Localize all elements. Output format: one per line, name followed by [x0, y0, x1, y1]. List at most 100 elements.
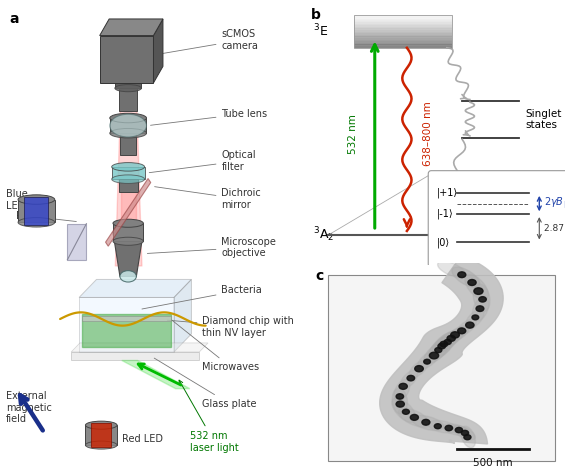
Text: 532 nm: 532 nm [348, 114, 358, 154]
Bar [85, 425, 117, 445]
Ellipse shape [440, 341, 447, 347]
Polygon shape [99, 36, 154, 83]
Text: Diamond chip with
thin NV layer: Diamond chip with thin NV layer [167, 316, 294, 338]
Polygon shape [380, 256, 503, 444]
Ellipse shape [476, 306, 484, 311]
Text: c: c [316, 269, 324, 283]
Ellipse shape [466, 309, 484, 329]
FancyBboxPatch shape [428, 171, 565, 267]
Text: Blue
LED: Blue LED [6, 189, 28, 211]
Ellipse shape [434, 424, 441, 428]
Bar [354, 38, 452, 40]
Ellipse shape [468, 280, 476, 285]
Bar [354, 27, 452, 28]
Ellipse shape [447, 336, 455, 341]
Text: Tube lens: Tube lens [150, 109, 268, 125]
Ellipse shape [113, 219, 144, 228]
Ellipse shape [432, 332, 457, 356]
Bar [120, 133, 136, 155]
Polygon shape [113, 232, 144, 276]
Text: $^3$E: $^3$E [313, 23, 328, 40]
Ellipse shape [112, 175, 145, 183]
Ellipse shape [452, 267, 480, 287]
Text: Singlet
states: Singlet states [525, 109, 562, 130]
Bar [82, 314, 171, 347]
Polygon shape [99, 19, 163, 36]
Text: Optical
filter: Optical filter [149, 150, 256, 173]
Ellipse shape [412, 416, 444, 430]
Ellipse shape [115, 85, 141, 92]
Ellipse shape [445, 425, 453, 431]
Ellipse shape [113, 237, 144, 246]
Bar [115, 78, 141, 88]
Text: 532 nm
laser light: 532 nm laser light [179, 380, 238, 453]
Ellipse shape [424, 342, 448, 364]
Ellipse shape [439, 329, 463, 347]
Ellipse shape [447, 326, 469, 342]
Text: Bacteria: Bacteria [142, 285, 262, 309]
Ellipse shape [457, 319, 476, 336]
Bar [354, 25, 452, 27]
Bar [354, 30, 452, 32]
Bar [354, 28, 452, 30]
Polygon shape [71, 343, 208, 352]
Bar [71, 352, 199, 360]
Bar [354, 20, 452, 22]
Ellipse shape [429, 352, 438, 359]
Ellipse shape [392, 398, 416, 422]
Bar [113, 223, 144, 241]
Ellipse shape [435, 347, 442, 353]
Text: Dichroic
mirror: Dichroic mirror [155, 187, 261, 210]
Bar [18, 200, 55, 222]
Ellipse shape [458, 272, 466, 278]
Ellipse shape [392, 388, 407, 414]
Polygon shape [67, 224, 86, 260]
Ellipse shape [394, 380, 410, 401]
Text: $^3$A$_2$: $^3$A$_2$ [313, 226, 334, 244]
Ellipse shape [424, 359, 431, 364]
Text: External
magnetic
field: External magnetic field [6, 391, 52, 424]
Text: Red LED: Red LED [122, 434, 163, 445]
Ellipse shape [120, 271, 136, 282]
Ellipse shape [18, 195, 55, 204]
Ellipse shape [464, 435, 471, 440]
Ellipse shape [444, 339, 451, 345]
Ellipse shape [442, 424, 468, 436]
Ellipse shape [402, 409, 410, 414]
Ellipse shape [462, 430, 468, 436]
Text: PBS: PBS [16, 210, 76, 221]
Bar [354, 41, 452, 43]
Bar [354, 35, 452, 36]
Ellipse shape [453, 426, 475, 440]
Ellipse shape [410, 414, 419, 420]
Ellipse shape [399, 383, 407, 389]
Text: Microscope
objective: Microscope objective [147, 237, 276, 258]
Ellipse shape [18, 218, 55, 227]
Bar [119, 83, 137, 111]
Ellipse shape [434, 331, 460, 352]
Ellipse shape [461, 426, 475, 448]
Bar [354, 46, 452, 48]
Bar [328, 275, 555, 461]
Ellipse shape [428, 336, 453, 360]
Bar [354, 22, 452, 24]
Polygon shape [106, 179, 151, 246]
Text: b: b [311, 8, 320, 22]
Bar [354, 15, 452, 48]
Bar [354, 45, 452, 46]
Text: 2$\gamma B_{\parallel}$: 2$\gamma B_{\parallel}$ [545, 195, 565, 212]
Ellipse shape [407, 375, 415, 381]
Text: 638–800 nm: 638–800 nm [423, 101, 433, 166]
Ellipse shape [474, 288, 483, 294]
Polygon shape [79, 298, 174, 352]
Ellipse shape [110, 128, 146, 138]
Text: 2.87 GHz: 2.87 GHz [545, 224, 565, 233]
Ellipse shape [396, 394, 403, 399]
Text: |0⟩: |0⟩ [436, 237, 450, 247]
Ellipse shape [428, 420, 457, 433]
Ellipse shape [466, 322, 474, 328]
Bar [110, 118, 146, 133]
Ellipse shape [472, 297, 489, 321]
Text: Glass plate: Glass plate [154, 358, 257, 409]
Ellipse shape [398, 408, 430, 427]
